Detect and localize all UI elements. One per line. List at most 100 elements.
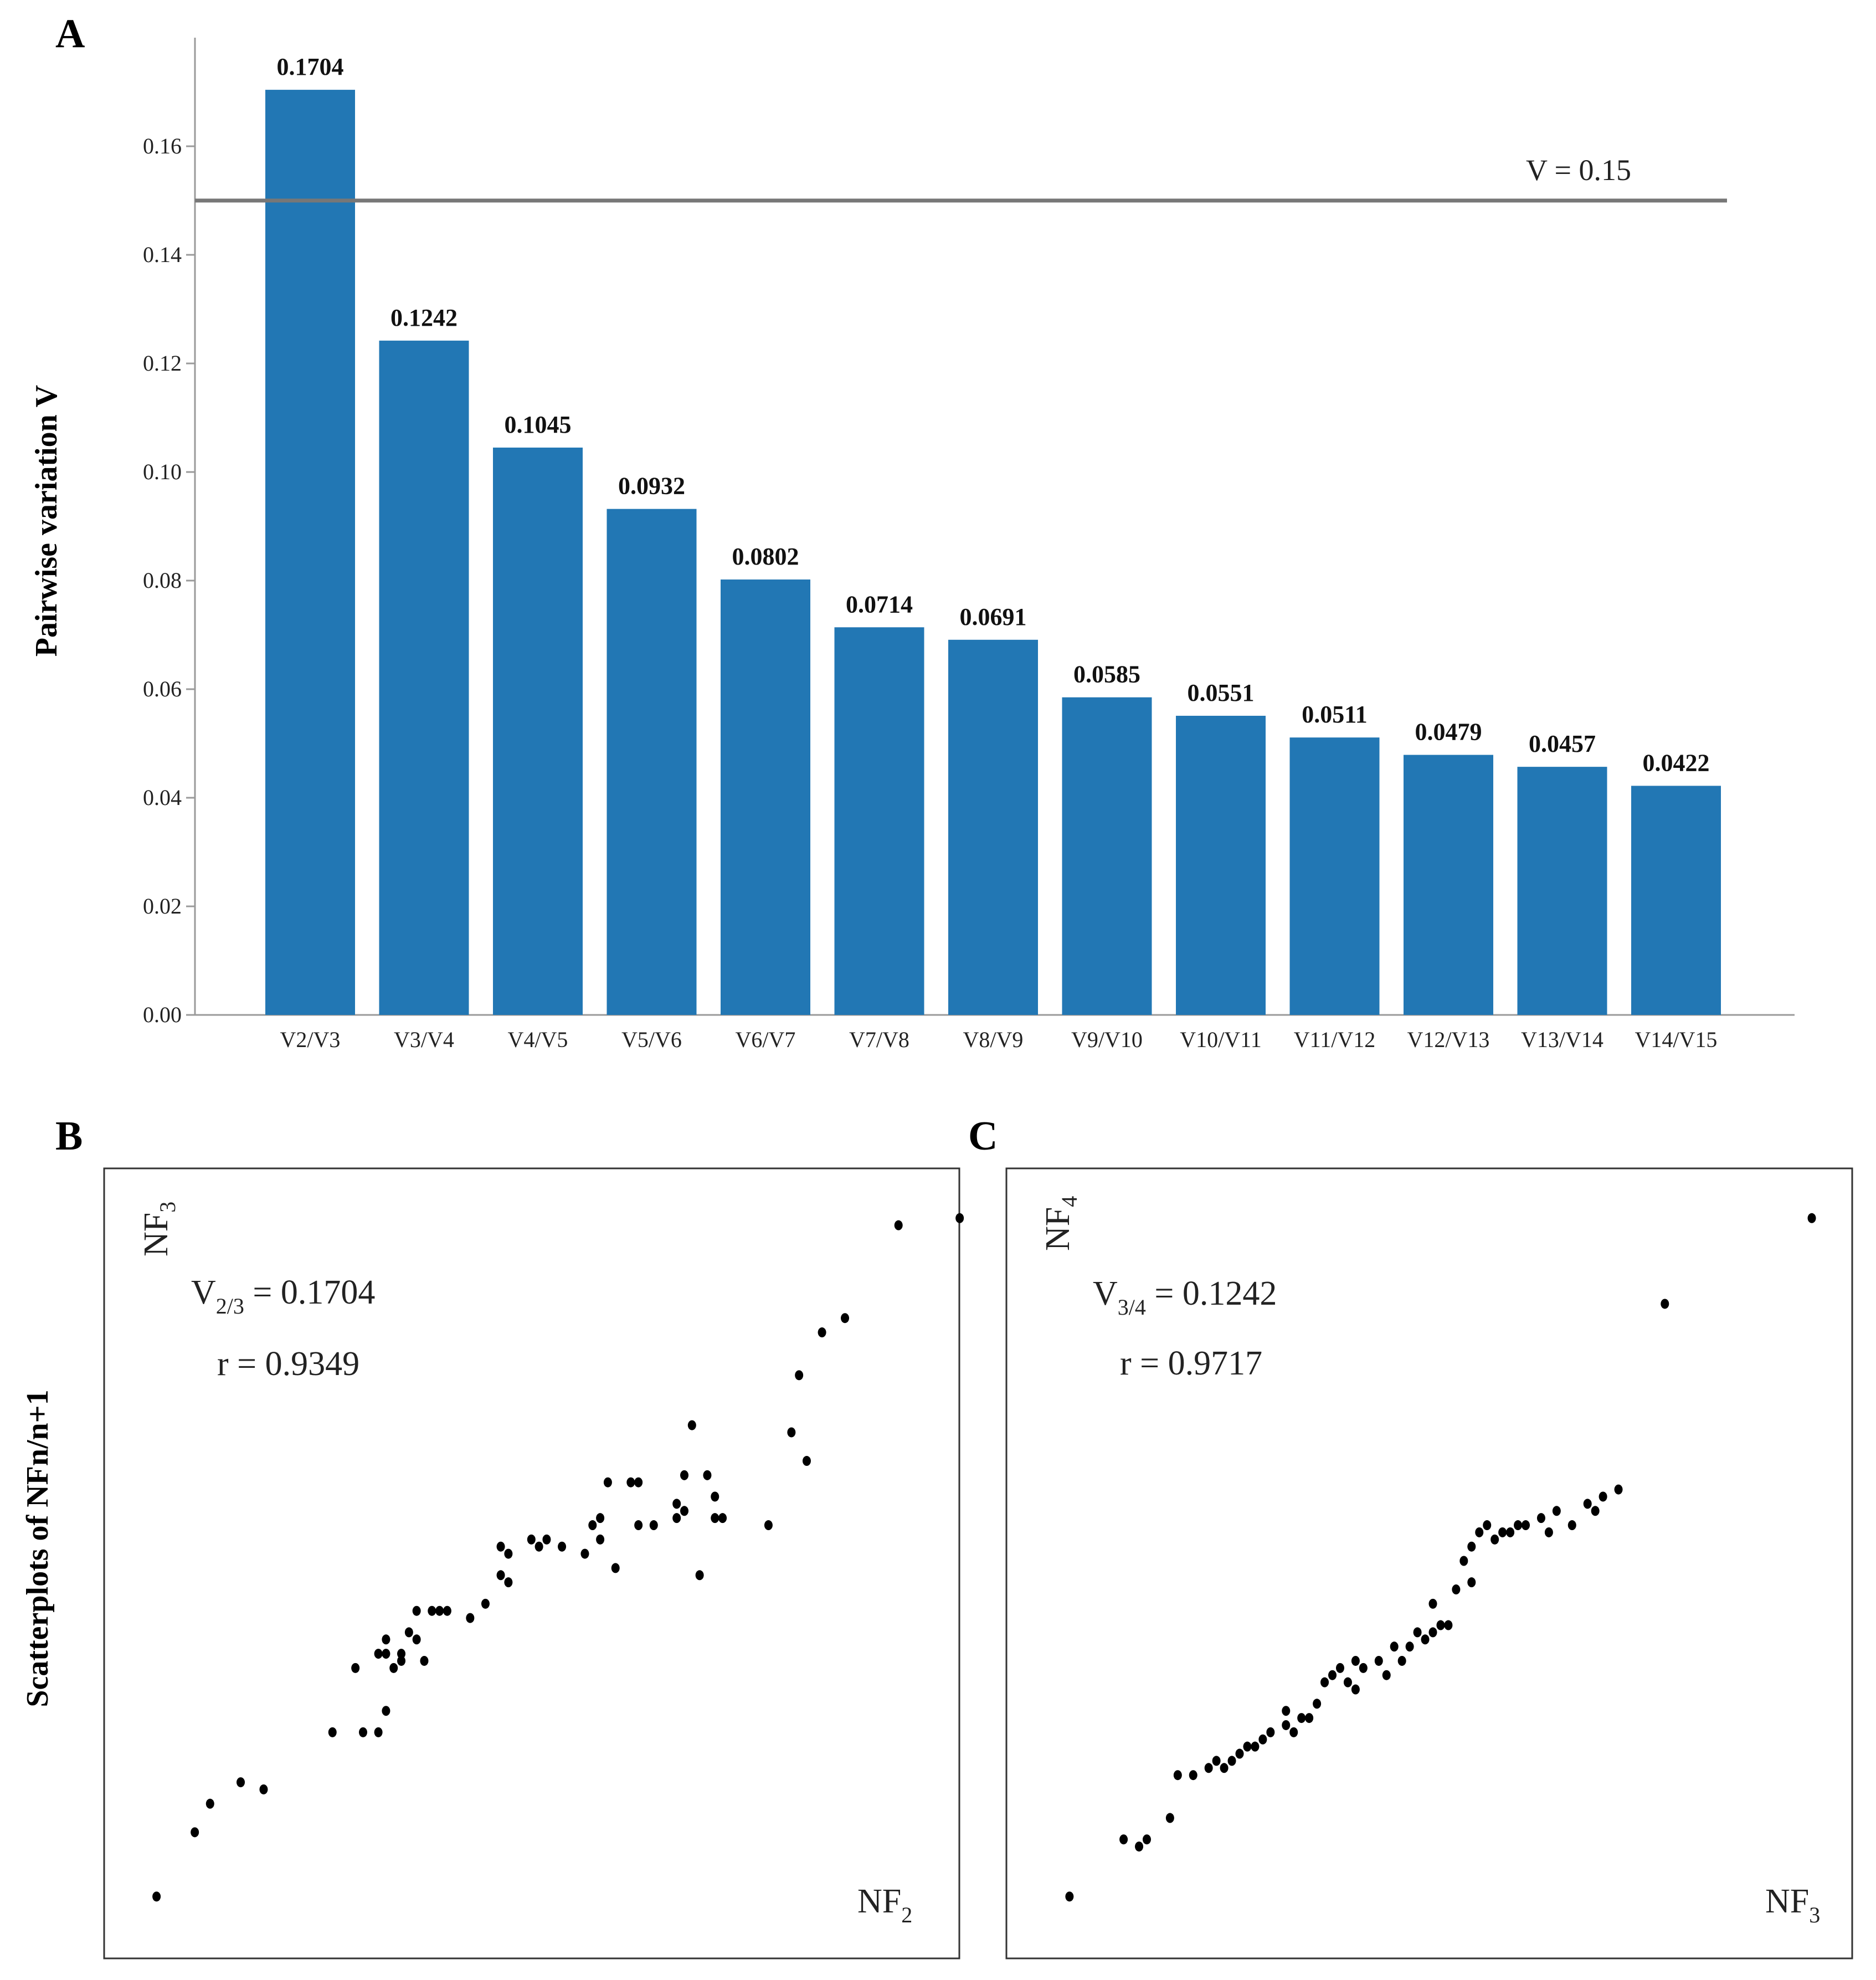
scatter-points bbox=[152, 1213, 964, 1902]
category-label: V14/V15 bbox=[1635, 1027, 1718, 1052]
panel-letter-b: B bbox=[55, 1114, 83, 1159]
scatter-point bbox=[787, 1427, 796, 1438]
scatter-point bbox=[1444, 1620, 1453, 1630]
category-label: V13/V14 bbox=[1521, 1027, 1603, 1052]
scatter-point bbox=[466, 1613, 475, 1623]
v-label-sub: 3/4 bbox=[1118, 1295, 1146, 1320]
bar-value-label: 0.0479 bbox=[1415, 719, 1482, 746]
category-label: V4/V5 bbox=[508, 1027, 568, 1052]
scatter-point bbox=[404, 1627, 413, 1638]
bar-value-label: 0.0802 bbox=[732, 543, 799, 570]
scatter-point bbox=[1428, 1627, 1437, 1638]
y-axis-label-base: NF bbox=[1039, 1207, 1077, 1251]
scatter-point bbox=[1382, 1670, 1391, 1680]
x-axis-label-sub: 3 bbox=[1809, 1902, 1820, 1927]
bar-value-labels: 0.1704 0.1242 0.1045 0.0932 0.0802 0.0714 0.06… bbox=[277, 53, 1710, 776]
scatter-point bbox=[1204, 1763, 1213, 1773]
y-axis-label-base: NF bbox=[137, 1213, 175, 1256]
scatter-point bbox=[152, 1891, 161, 1902]
bar bbox=[493, 447, 583, 1015]
x-axis-label-base: NF bbox=[857, 1882, 901, 1920]
scatter-point bbox=[1591, 1506, 1600, 1516]
scatter-point bbox=[1251, 1741, 1260, 1752]
scatter-point bbox=[672, 1513, 681, 1524]
scatter-frame bbox=[103, 1167, 960, 1960]
panel-letter-a: A bbox=[55, 11, 85, 57]
scatter-point bbox=[695, 1570, 704, 1581]
scatter-point bbox=[1567, 1520, 1576, 1531]
scatter-point bbox=[634, 1520, 643, 1531]
scatter-point bbox=[1522, 1520, 1530, 1531]
scatter-point bbox=[1436, 1620, 1445, 1630]
scatter-point bbox=[611, 1563, 620, 1573]
scatter-point bbox=[1305, 1713, 1314, 1723]
scatter-panel-b: NF3 V2/3 = 0.1704 r = 0.9349 NF2 bbox=[103, 1167, 964, 1960]
scatter-point bbox=[1544, 1527, 1553, 1537]
bar-value-label: 0.0551 bbox=[1188, 679, 1255, 706]
scatter-point bbox=[1065, 1891, 1074, 1902]
scatter-point bbox=[374, 1649, 383, 1659]
bar bbox=[721, 579, 810, 1015]
scatter-point bbox=[1536, 1513, 1545, 1524]
y-axis-label-sub: 3 bbox=[155, 1202, 180, 1213]
v-label: V3/4 = 0.1242 bbox=[1093, 1275, 1277, 1320]
scatter-point bbox=[1289, 1727, 1298, 1737]
scatter-point bbox=[1119, 1834, 1128, 1845]
svg-text:NF4: NF4 bbox=[1039, 1196, 1082, 1251]
scatter-point bbox=[527, 1534, 536, 1545]
scatter-point bbox=[420, 1655, 429, 1666]
y-axis-label-sub: 4 bbox=[1057, 1196, 1082, 1207]
scatter-point bbox=[397, 1649, 406, 1659]
bar bbox=[1517, 767, 1607, 1015]
scatter-point bbox=[1428, 1598, 1437, 1609]
bar bbox=[948, 639, 1038, 1015]
category-label: V8/V9 bbox=[963, 1027, 1024, 1052]
scatter-point bbox=[596, 1534, 605, 1545]
scatter-point bbox=[1135, 1841, 1144, 1852]
bar-value-label: 0.0422 bbox=[1643, 749, 1710, 776]
scatter-point bbox=[504, 1577, 513, 1588]
scatter-point bbox=[1266, 1727, 1275, 1737]
bar-value-label: 0.0457 bbox=[1529, 730, 1596, 757]
scatter-point bbox=[481, 1598, 490, 1609]
scatter-point bbox=[818, 1327, 826, 1338]
scatter-point bbox=[580, 1548, 589, 1559]
scatter-point bbox=[397, 1655, 406, 1666]
scatter-point bbox=[412, 1605, 421, 1616]
scatter-point bbox=[1552, 1506, 1561, 1516]
x-axis-label-base: NF bbox=[1765, 1882, 1809, 1920]
scatter-point bbox=[1189, 1770, 1197, 1781]
scatter-point bbox=[542, 1534, 551, 1545]
category-label: V5/V6 bbox=[621, 1027, 682, 1052]
category-label: V9/V10 bbox=[1071, 1027, 1143, 1052]
scatter-panel-c: NF4 V3/4 = 0.1242 r = 0.9717 NF3 bbox=[1005, 1167, 1853, 1960]
v-label-sub: 2/3 bbox=[216, 1294, 244, 1319]
y-tick-label: 0.06 bbox=[143, 676, 182, 701]
scatter-point bbox=[1490, 1534, 1499, 1545]
scatter-point bbox=[711, 1491, 719, 1502]
scatter-point bbox=[259, 1784, 268, 1794]
v-label: V2/3 = 0.1704 bbox=[191, 1274, 375, 1319]
scatter-point bbox=[711, 1513, 719, 1524]
scatter-points bbox=[1065, 1213, 1816, 1902]
y-axis-label: NF4 bbox=[1039, 1196, 1082, 1251]
scatterplots-ylabel: Scatterplots of NFn/n+1 bbox=[20, 1389, 55, 1707]
scatter-point bbox=[1227, 1756, 1236, 1766]
bar bbox=[1404, 755, 1493, 1015]
y-tick-label: 0.00 bbox=[143, 1002, 182, 1027]
scatter-point bbox=[802, 1456, 811, 1466]
v-label-base: V bbox=[1093, 1275, 1118, 1312]
scatter-point bbox=[496, 1570, 505, 1581]
scatter-point bbox=[1351, 1655, 1360, 1666]
scatter-point bbox=[1475, 1527, 1484, 1537]
category-label: V6/V7 bbox=[736, 1027, 796, 1052]
scatter-point bbox=[389, 1663, 398, 1673]
bar bbox=[1062, 697, 1152, 1015]
reference-line-label: V = 0.15 bbox=[1526, 153, 1631, 187]
scatter-point bbox=[435, 1605, 444, 1616]
scatter-point bbox=[1359, 1663, 1368, 1673]
scatter-point bbox=[687, 1420, 696, 1430]
scatter-point bbox=[1413, 1627, 1422, 1638]
scatter-point bbox=[1397, 1655, 1406, 1666]
bar-value-label: 0.1704 bbox=[277, 53, 344, 80]
